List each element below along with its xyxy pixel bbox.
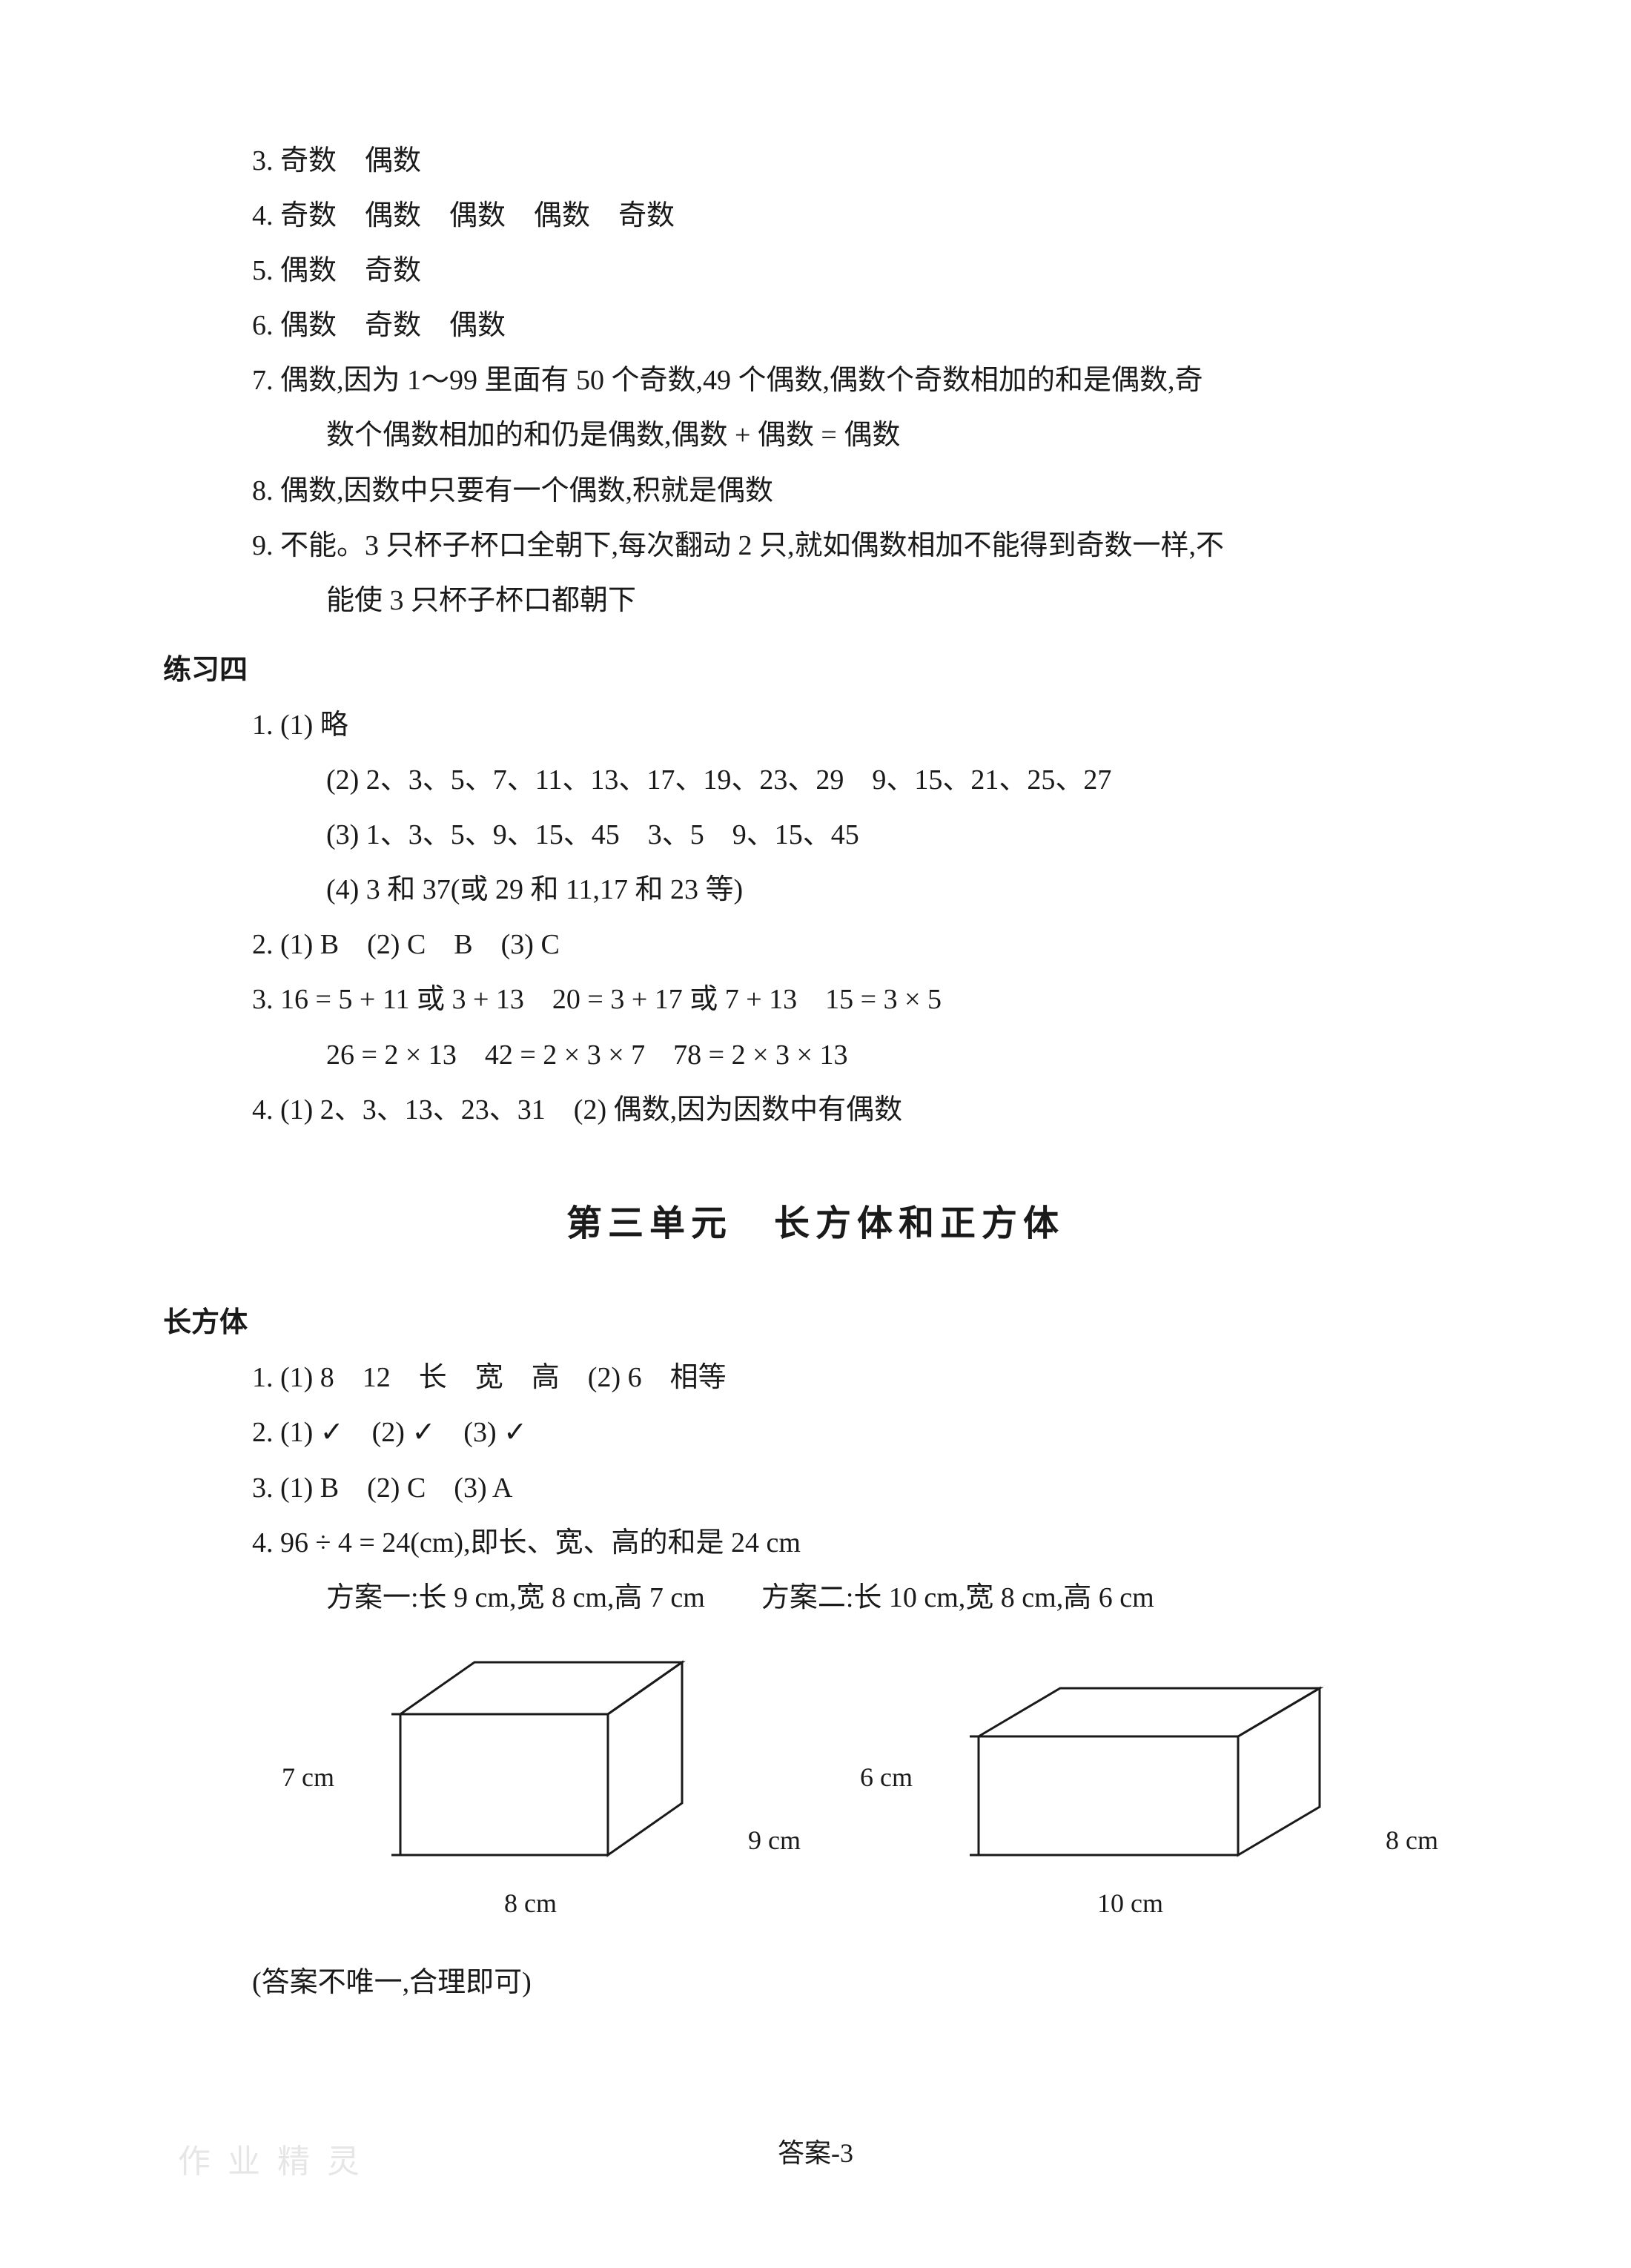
cuboid-figure-2: 6 cm 8 cm 10 cm bbox=[949, 1677, 1349, 1888]
cuboid-4b: 方案一:长 9 cm,宽 8 cm,高 7 cm 方案二:长 10 cm,宽 8… bbox=[163, 1570, 1468, 1625]
cuboid-2: 2. (1) ✓ (2) ✓ (3) ✓ bbox=[163, 1405, 1468, 1460]
cuboid-4a: 4. 96 ÷ 4 = 24(cm),即长、宽、高的和是 24 cm bbox=[163, 1515, 1468, 1570]
ex4-1-1: 1. (1) 略 bbox=[163, 698, 1468, 753]
fig2-height-label: 6 cm bbox=[860, 1751, 913, 1803]
figures-row: 7 cm 9 cm 8 cm 6 cm 8 cm 10 bbox=[163, 1647, 1468, 1888]
cuboid-note: (答案不唯一,合理即可) bbox=[163, 1955, 1468, 2010]
cuboid-heading: 长方体 bbox=[163, 1295, 1468, 1350]
fig2-width-label: 10 cm bbox=[1097, 1877, 1163, 1929]
cuboid-svg-1 bbox=[391, 1662, 682, 1855]
ex4-1-2: (2) 2、3、5、7、11、13、17、19、23、29 9、15、21、25… bbox=[163, 753, 1468, 807]
ex4-3a: 3. 16 = 5 + 11 或 3 + 13 20 = 3 + 17 或 7 … bbox=[163, 972, 1468, 1027]
answer-line-6: 6. 偶数 奇数 偶数 bbox=[163, 298, 1468, 353]
answer-line-9b: 能使 3 只杯子杯口都朝下 bbox=[163, 573, 1468, 628]
answer-line-8: 8. 偶数,因数中只要有一个偶数,积就是偶数 bbox=[163, 463, 1468, 518]
fig2-depth-label: 8 cm bbox=[1386, 1814, 1438, 1866]
ex4-4: 4. (1) 2、3、13、23、31 (2) 偶数,因为因数中有偶数 bbox=[163, 1082, 1468, 1137]
cuboid-figure-1: 7 cm 9 cm 8 cm bbox=[371, 1647, 712, 1888]
fig1-width-label: 8 cm bbox=[504, 1877, 557, 1929]
cuboid-1: 1. (1) 8 12 长 宽 高 (2) 6 相等 bbox=[163, 1350, 1468, 1405]
fig1-depth-label: 9 cm bbox=[748, 1814, 801, 1866]
page-footer: 答案-3 bbox=[0, 2127, 1631, 2179]
ex4-1-3: (3) 1、3、5、9、15、45 3、5 9、15、45 bbox=[163, 807, 1468, 862]
answer-line-5: 5. 偶数 奇数 bbox=[163, 243, 1468, 298]
cuboid-svg-2 bbox=[970, 1688, 1320, 1855]
answer-line-4: 4. 奇数 偶数 偶数 偶数 奇数 bbox=[163, 188, 1468, 243]
answer-line-3: 3. 奇数 偶数 bbox=[163, 133, 1468, 188]
answer-line-7a: 7. 偶数,因为 1～99 里面有 50 个奇数,49 个偶数,偶数个奇数相加的… bbox=[163, 353, 1468, 408]
ex4-3b: 26 = 2 × 13 42 = 2 × 3 × 7 78 = 2 × 3 × … bbox=[163, 1028, 1468, 1082]
cuboid-3: 3. (1) B (2) C (3) A bbox=[163, 1461, 1468, 1515]
fig1-height-label: 7 cm bbox=[282, 1751, 334, 1803]
unit3-title: 第三单元 长方体和正方体 bbox=[163, 1189, 1468, 1259]
exercise4-heading: 练习四 bbox=[163, 643, 1468, 698]
ex4-2: 2. (1) B (2) C B (3) C bbox=[163, 917, 1468, 972]
ex4-1-4: (4) 3 和 37(或 29 和 11,17 和 23 等) bbox=[163, 862, 1468, 917]
answer-line-7b: 数个偶数相加的和仍是偶数,偶数 + 偶数 = 偶数 bbox=[163, 408, 1468, 463]
answer-line-9a: 9. 不能。3 只杯子杯口全朝下,每次翻动 2 只,就如偶数相加不能得到奇数一样… bbox=[163, 518, 1468, 573]
